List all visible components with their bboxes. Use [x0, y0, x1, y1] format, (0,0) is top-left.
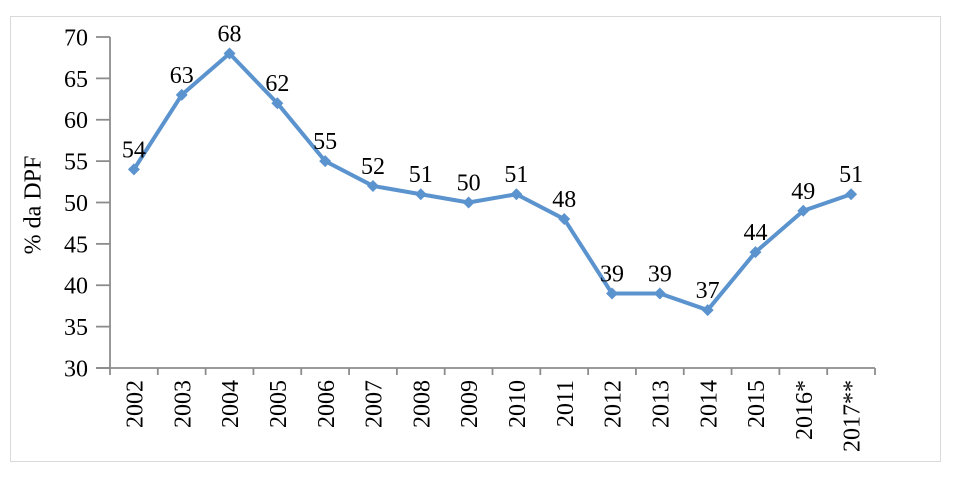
x-axis-tick-label: 2003 [170, 380, 196, 428]
series-marker [797, 204, 810, 217]
series-marker [749, 246, 762, 259]
series-marker [701, 304, 714, 317]
y-axis-tick-label: 55 [64, 150, 88, 176]
series-marker [414, 188, 427, 201]
x-axis-tick-label: 2008 [409, 380, 435, 428]
y-axis-tick-label: 50 [64, 191, 88, 217]
data-label: 49 [791, 179, 815, 205]
series-marker [606, 287, 619, 300]
data-label: 39 [600, 262, 624, 288]
x-axis-tick-label: 2016* [792, 380, 818, 440]
x-axis-tick-label: 2014 [696, 380, 722, 428]
series-marker [127, 163, 140, 176]
series-marker [319, 155, 332, 168]
x-axis-tick-label: 2011 [553, 380, 579, 427]
y-axis-tick-label: 35 [64, 315, 88, 341]
series-marker [510, 188, 523, 201]
data-label: 44 [743, 220, 767, 246]
series-marker [653, 287, 666, 300]
series-marker [366, 179, 379, 192]
data-label: 68 [218, 22, 242, 48]
series-marker [845, 188, 858, 201]
y-axis-tick-label: 45 [64, 232, 88, 258]
x-axis-tick-label: 2012 [601, 380, 627, 428]
data-label: 62 [265, 71, 289, 97]
x-axis-tick-label: 2017** [840, 380, 866, 452]
y-axis-tick-label: 40 [64, 274, 88, 300]
x-axis-tick-label: 2002 [123, 380, 149, 428]
series-marker [462, 196, 475, 209]
data-label: 63 [170, 63, 194, 89]
data-label: 54 [122, 137, 146, 163]
series-marker [558, 213, 571, 226]
x-axis-tick-label: 2015 [744, 380, 770, 428]
series-marker [271, 97, 284, 110]
y-axis-tick-label: 30 [64, 356, 88, 382]
y-axis-tick-label: 70 [64, 25, 88, 51]
x-axis-tick-label: 2009 [457, 380, 483, 428]
x-axis-tick-label: 2013 [648, 380, 674, 428]
data-label: 37 [696, 278, 720, 304]
series-line [131, 51, 854, 313]
x-axis-tick-label: 2007 [362, 380, 388, 428]
y-axis-tick-label: 65 [64, 67, 88, 93]
data-label: 55 [313, 129, 337, 155]
data-label: 48 [552, 187, 576, 213]
data-label: 52 [361, 154, 385, 180]
series-marker [223, 47, 236, 60]
series-marker [175, 88, 188, 101]
x-axis-tick-label: 2010 [505, 380, 531, 428]
data-label: 50 [457, 171, 481, 197]
x-axis-tick-label: 2006 [314, 380, 340, 428]
data-label: 51 [409, 162, 433, 188]
x-axis-tick-label: 2005 [266, 380, 292, 428]
data-label: 51 [504, 162, 528, 188]
chart-frame [10, 16, 941, 462]
data-label: 39 [648, 262, 672, 288]
x-axis-tick-label: 2004 [218, 380, 244, 428]
y-axis-tick-label: 60 [64, 108, 88, 134]
data-label: 51 [839, 162, 863, 188]
